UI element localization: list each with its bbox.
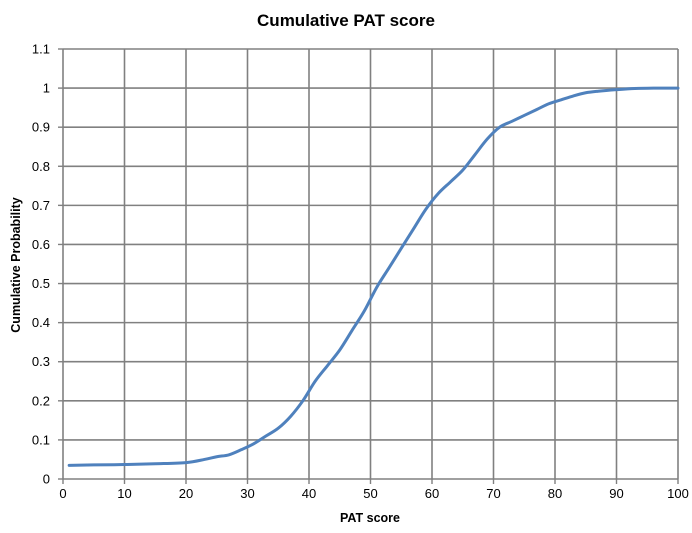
y-tick-label: 1 [43,81,50,96]
x-tick-label: 50 [363,486,377,501]
x-tick-label: 70 [486,486,500,501]
y-tick-label: 1.1 [32,42,50,57]
y-tick-label: 0.2 [32,393,50,408]
x-tick-label: 90 [609,486,623,501]
grid [63,48,679,479]
axes [58,48,679,484]
y-axis-title: Cumulative Probability [9,197,23,332]
tick-labels: 0 10 20 30 40 50 60 70 80 90 100 0 0.1 0.2 0.3 0.4 0.5 0.… [32,42,689,502]
x-tick-label: 60 [425,486,439,501]
y-tick-label: 0.3 [32,354,50,369]
chart-title: Cumulative PAT score [257,11,435,30]
y-tick-label: 0.5 [32,276,50,291]
x-tick-label: 20 [179,486,193,501]
x-tick-label: 40 [302,486,316,501]
y-tick-label: 0.7 [32,198,50,213]
x-tick-label: 80 [548,486,562,501]
x-tick-label: 10 [117,486,131,501]
y-tick-label: 0.1 [32,432,50,447]
series-line [67,86,680,467]
x-axis-title: PAT score [340,511,400,525]
y-tick-label: 0.8 [32,159,50,174]
x-tick-label: 100 [667,486,689,501]
y-tick-label: 0.4 [32,315,50,330]
series-layer [67,86,680,467]
x-tick-label: 0 [59,486,66,501]
x-tick-label: 30 [240,486,254,501]
y-tick-label: 0.9 [32,120,50,135]
y-tick-label: 0 [43,472,50,487]
y-tick-label: 0.6 [32,237,50,252]
